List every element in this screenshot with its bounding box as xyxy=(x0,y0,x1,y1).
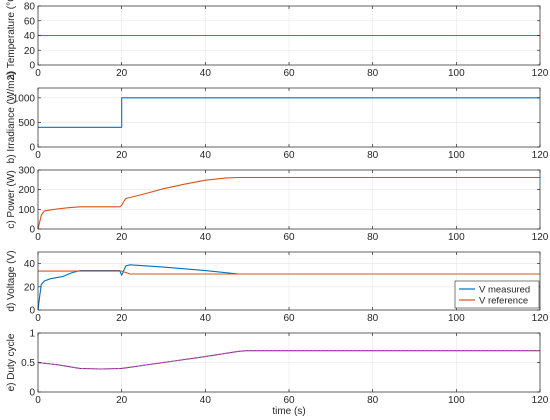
y-tick-label: 0 xyxy=(29,388,35,399)
y-tick-label: 60 xyxy=(24,16,36,27)
x-tick-label: 100 xyxy=(448,150,465,161)
x-tick-label: 20 xyxy=(116,395,128,406)
y-tick-label: 0 xyxy=(29,225,35,236)
x-tick-label: 20 xyxy=(116,232,128,243)
series-line-2 xyxy=(38,270,540,275)
x-tick-label: 60 xyxy=(283,232,295,243)
x-axis-label: time (s) xyxy=(272,406,305,417)
x-tick-label: 20 xyxy=(116,68,128,79)
x-tick-label: 80 xyxy=(367,313,379,324)
x-tick-label: 100 xyxy=(448,68,465,79)
chart-panel-1: 0 20 40 60 80 100 120 0 20 40 60 80 a) Temperature (… xyxy=(6,0,549,80)
x-tick-label: 120 xyxy=(532,150,549,161)
y-tick-label: 200 xyxy=(18,185,35,196)
chart-panel-4: 0 20 40 60 80 100 120 0 20 40 d) Voltage (V) V meas… xyxy=(6,250,549,324)
y-tick-label: 1 xyxy=(29,329,35,340)
legend-entry-1: V measured xyxy=(479,284,530,295)
x-tick-label: 120 xyxy=(532,232,549,243)
x-tick-label: 40 xyxy=(200,150,212,161)
y-tick-label: 20 xyxy=(24,46,36,57)
x-tick-label: 120 xyxy=(532,313,549,324)
y-tick-label: 40 xyxy=(24,31,36,42)
x-tick-label: 120 xyxy=(532,68,549,79)
x-tick-label: 40 xyxy=(200,68,212,79)
y-axis-label: a) Temperature (°C) xyxy=(6,0,17,80)
y-tick-label: 300 xyxy=(18,166,35,177)
x-tick-label: 80 xyxy=(367,68,379,79)
y-axis-label: e) Duty cycle xyxy=(6,333,17,391)
x-tick-label: 40 xyxy=(200,395,212,406)
y-axis-label: c) Power (W) xyxy=(6,170,17,228)
y-tick-label: 0 xyxy=(29,61,35,72)
x-tick-label: 100 xyxy=(448,395,465,406)
legend-entry-2: V reference xyxy=(479,295,528,306)
y-tick-label: 40 xyxy=(24,259,36,270)
x-tick-label: 60 xyxy=(283,150,295,161)
series-line-dashed xyxy=(37,350,540,370)
x-tick-label: 40 xyxy=(200,313,212,324)
x-tick-label: 60 xyxy=(283,313,295,324)
y-axis-label: d) Voltage (V) xyxy=(6,250,17,311)
chart-panel-5: 0 20 40 60 80 100 120 0 0.5 1 e) Duty cycle time (s… xyxy=(6,329,549,418)
x-tick-label: 0 xyxy=(35,395,41,406)
y-axis-label: b) Irradiance (W/m2) xyxy=(6,72,17,164)
x-tick-label: 0 xyxy=(35,232,41,243)
y-tick-label: 80 xyxy=(24,2,36,13)
series-line-1 xyxy=(37,176,540,230)
legend-box xyxy=(454,280,540,309)
y-tick-label: 0 xyxy=(29,306,35,317)
x-tick-label: 80 xyxy=(367,232,379,243)
x-tick-label: 0 xyxy=(35,313,41,324)
x-tick-label: 20 xyxy=(116,313,128,324)
y-tick-label: 100 xyxy=(18,205,35,216)
x-tick-label: 80 xyxy=(367,395,379,406)
x-tick-label: 120 xyxy=(532,395,549,406)
x-tick-label: 40 xyxy=(200,232,212,243)
x-tick-label: 80 xyxy=(367,150,379,161)
y-tick-label: 1000 xyxy=(13,93,36,104)
y-tick-label: 500 xyxy=(18,118,35,129)
y-tick-label: 0 xyxy=(29,143,35,154)
series-line-1 xyxy=(38,97,540,128)
x-tick-label: 100 xyxy=(448,313,465,324)
y-tick-label: 0.5 xyxy=(21,358,35,369)
x-tick-label: 0 xyxy=(35,150,41,161)
x-tick-label: 100 xyxy=(448,232,465,243)
x-tick-label: 20 xyxy=(116,150,128,161)
x-tick-label: 60 xyxy=(283,68,295,79)
y-tick-label: 20 xyxy=(24,282,36,293)
x-tick-label: 60 xyxy=(283,395,295,406)
x-tick-label: 0 xyxy=(35,68,41,79)
